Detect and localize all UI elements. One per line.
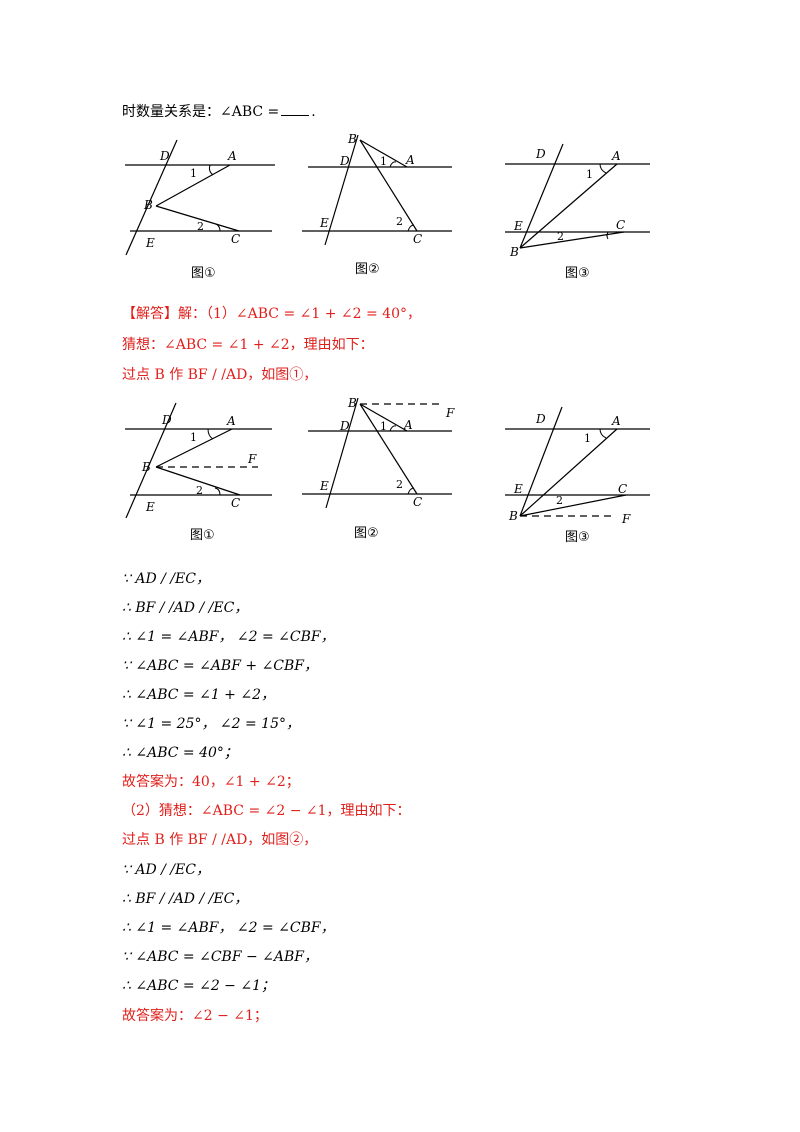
label-B: B: [141, 460, 151, 474]
proof2-line-1: ∵ AD / /EC，: [122, 862, 210, 878]
label-A: A: [403, 418, 413, 432]
answer-1: 故答案为：40，∠1 + ∠2；: [122, 774, 300, 790]
label-2: 2: [197, 220, 204, 233]
label-1: 1: [380, 420, 387, 433]
caption-mid-2: 图②: [354, 526, 379, 541]
label-D: D: [535, 147, 546, 161]
caption-mid-3: 图③: [565, 530, 590, 545]
intro-line: 时数量关系是：∠ABC =.: [122, 103, 316, 121]
figure-mid-2: B F D 1 A E 2 C: [302, 396, 455, 509]
label-1: 1: [190, 431, 197, 444]
caption-top-1: 图①: [191, 266, 216, 281]
label-C: C: [231, 232, 240, 246]
proof2-line-3: ∴ ∠1 = ∠ABF， ∠2 = ∠CBF，: [122, 920, 335, 936]
label-E: E: [319, 479, 329, 493]
label-2: 2: [396, 215, 403, 228]
caption-mid-1: 图①: [190, 528, 215, 543]
label-B: B: [347, 132, 357, 146]
proof1-line-2: ∴ BF / /AD / /EC，: [122, 600, 249, 616]
label-1: 1: [584, 432, 591, 445]
figure-mid-3: D A 1 E C 2 B F: [505, 406, 650, 526]
figure-top-3: D A 1 E C 2 B: [505, 143, 650, 259]
label-2: 2: [396, 478, 403, 491]
label-D: D: [161, 413, 172, 427]
label-C: C: [618, 482, 627, 496]
proof1-line-6: ∵ ∠1 = 25°， ∠2 = 15°，: [122, 716, 300, 732]
caption-top-2: 图②: [355, 262, 380, 277]
label-2: 2: [557, 230, 564, 243]
label-1: 1: [380, 155, 387, 168]
label-B: B: [347, 396, 357, 410]
label-A: A: [227, 149, 237, 163]
label-B: B: [143, 198, 153, 212]
label-B: B: [508, 509, 518, 523]
label-1: 1: [190, 167, 197, 180]
figure-top-1: D A 1 B 2 E C: [125, 139, 275, 256]
label-A: A: [405, 153, 415, 167]
proof1-line-3: ∴ ∠1 = ∠ABF， ∠2 = ∠CBF，: [122, 629, 335, 645]
construct-2: 过点 B 作 BF / /AD，如图②，: [122, 832, 318, 848]
label-F: F: [445, 406, 455, 420]
label-A: A: [611, 149, 621, 163]
label-C: C: [616, 218, 625, 232]
proof1-line-5: ∴ ∠ABC = ∠1 + ∠2，: [122, 687, 275, 703]
answer-2: 故答案为：∠2 − ∠1；: [122, 1008, 268, 1024]
label-E: E: [145, 236, 155, 250]
proof2-line-2: ∴ BF / /AD / /EC，: [122, 891, 249, 907]
label-C: C: [231, 496, 240, 510]
figure-top-2: B D 1 A E 2 C: [302, 132, 452, 246]
label-E: E: [513, 219, 523, 233]
answer-blank: [281, 103, 310, 116]
guess-1: 猜想：∠ABC = ∠1 + ∠2，理由如下：: [122, 337, 374, 353]
label-E: E: [513, 482, 523, 496]
guess-2: （2）猜想：∠ABC = ∠2 − ∠1，理由如下：: [122, 803, 411, 819]
label-2: 2: [556, 494, 563, 507]
label-1: 1: [586, 168, 593, 181]
proof2-line-4: ∵ ∠ABC = ∠CBF − ∠ABF，: [122, 949, 319, 965]
construct-1: 过点 B 作 BF / /AD，如图①，: [122, 367, 318, 383]
intro-end: .: [311, 104, 316, 120]
label-F: F: [247, 452, 257, 466]
label-D: D: [159, 149, 170, 163]
label-2: 2: [196, 484, 203, 497]
proof1-line-7: ∴ ∠ABC = 40°；: [122, 745, 238, 761]
label-D: D: [535, 412, 546, 426]
proof1-line-1: ∵ AD / /EC，: [122, 571, 210, 587]
label-E: E: [145, 500, 155, 514]
label-B: B: [509, 245, 519, 259]
label-D: D: [339, 154, 350, 168]
solution-head: 【解答】解：（1）∠ABC = ∠1 + ∠2 = 40°，: [122, 306, 421, 322]
proof1-line-4: ∵ ∠ABC = ∠ABF + ∠CBF，: [122, 658, 319, 674]
proof2-line-5: ∴ ∠ABC = ∠2 − ∠1；: [122, 978, 275, 994]
intro-text: 时数量关系是：∠ABC =: [122, 104, 280, 120]
caption-top-3: 图③: [565, 266, 590, 281]
label-D: D: [339, 419, 350, 433]
label-C: C: [413, 495, 422, 509]
label-F: F: [621, 512, 631, 526]
figure-mid-1: D A 1 B F 2 E C: [125, 402, 272, 519]
label-E: E: [319, 216, 329, 230]
label-A: A: [226, 414, 236, 428]
label-C: C: [413, 232, 422, 246]
label-A: A: [611, 414, 621, 428]
